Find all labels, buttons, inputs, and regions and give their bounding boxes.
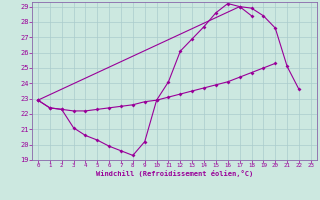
X-axis label: Windchill (Refroidissement éolien,°C): Windchill (Refroidissement éolien,°C) [96,170,253,177]
